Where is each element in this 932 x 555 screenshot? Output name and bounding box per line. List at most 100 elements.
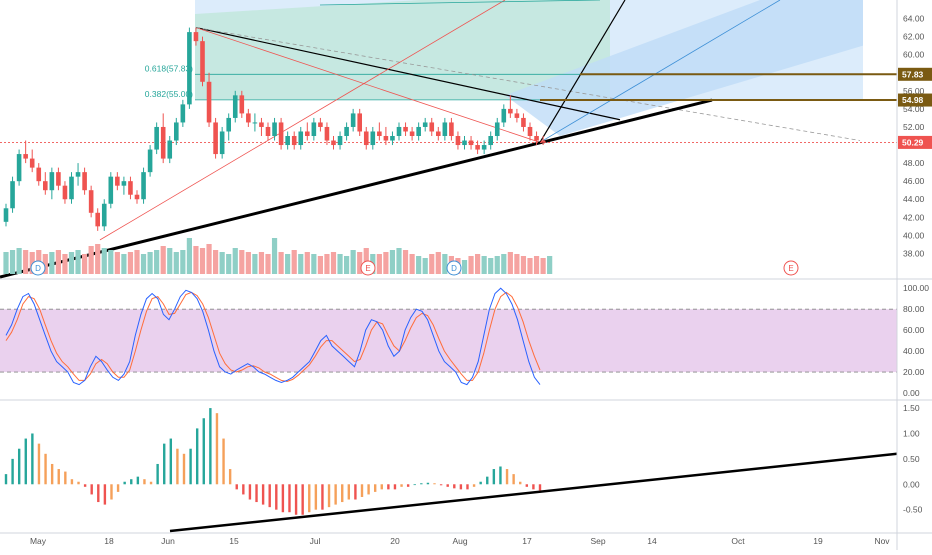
- macd-bar: [426, 482, 430, 485]
- candle-body: [396, 126, 402, 136]
- volume-bar: [206, 244, 212, 274]
- macd-bar: [354, 484, 357, 500]
- event-marker-label: D: [451, 264, 457, 273]
- macd-bar: [492, 469, 496, 485]
- macd-bar: [70, 479, 74, 485]
- volume-bar: [239, 250, 245, 274]
- candle-body: [416, 126, 421, 136]
- macd-bar: [532, 484, 535, 490]
- macd-bar: [525, 484, 529, 487]
- volume-bar: [507, 252, 513, 274]
- event-marker-label: E: [365, 264, 370, 273]
- macd-bar: [103, 484, 107, 505]
- macd-bar: [479, 481, 482, 485]
- event-marker-label: E: [788, 264, 793, 273]
- macd-bar: [413, 484, 416, 486]
- macd-bar: [143, 479, 146, 485]
- candle-body: [174, 122, 179, 141]
- macd-bar: [189, 448, 192, 485]
- candle-body: [29, 158, 35, 168]
- macd-trendline: [169, 452, 898, 533]
- price-label-box: [898, 67, 932, 81]
- candle-body: [278, 122, 284, 146]
- macd-bar: [228, 469, 232, 485]
- candle-body: [331, 140, 336, 146]
- volume-bar: [29, 252, 35, 274]
- volume-bar: [481, 256, 487, 274]
- candle-body: [383, 136, 389, 141]
- macd-bar: [400, 484, 403, 487]
- candle-body: [95, 212, 100, 227]
- support-trendline: [0, 98, 713, 279]
- macd-bar: [195, 428, 199, 485]
- candle-body: [403, 126, 408, 132]
- volume-bar: [540, 258, 546, 274]
- macd-tick-label: 0.50: [903, 454, 920, 464]
- macd-bar: [347, 484, 351, 500]
- volume-bar: [501, 254, 507, 274]
- macd-bar: [110, 484, 113, 500]
- stoch-tick-label: 20.00: [903, 367, 925, 377]
- volume-bar: [101, 248, 107, 274]
- candle-body: [357, 113, 362, 132]
- candle-body: [115, 176, 120, 186]
- macd-bar: [57, 469, 60, 485]
- price-tick-label: 42.00: [903, 212, 925, 222]
- volume-bar: [442, 254, 448, 274]
- macd-bar: [321, 484, 324, 510]
- macd-bar: [406, 484, 410, 487]
- stoch-tick-label: 60.00: [903, 325, 925, 335]
- macd-bar: [209, 408, 212, 485]
- volume-bar: [330, 252, 337, 274]
- volume-bar: [160, 246, 166, 274]
- price-tick-label: 40.00: [903, 230, 925, 240]
- macd-bar: [17, 448, 21, 485]
- macd-bar: [261, 484, 265, 505]
- x-tick-label: Sep: [590, 536, 605, 546]
- macd-bar: [37, 443, 41, 485]
- candle-body: [56, 172, 61, 186]
- volume-bar: [180, 250, 186, 274]
- price-tick-label: 56.00: [903, 86, 925, 96]
- x-tick-label: Oct: [731, 536, 745, 546]
- candle-body: [154, 126, 159, 150]
- candle-body: [436, 131, 441, 136]
- candle-body: [272, 122, 277, 136]
- candle-body: [141, 172, 146, 200]
- volume-bar: [317, 256, 323, 274]
- volume-bar: [435, 252, 441, 274]
- macd-bar: [301, 484, 304, 515]
- macd-bar: [182, 453, 186, 485]
- candle-body: [363, 131, 369, 146]
- stoch-band: [0, 309, 897, 373]
- candle-body: [521, 117, 526, 127]
- volume-bar: [42, 254, 48, 274]
- volume-bar: [226, 254, 232, 274]
- x-tick-label: Jul: [310, 536, 321, 546]
- macd-bar: [472, 484, 476, 487]
- event-marker-label: D: [35, 264, 41, 273]
- volume-bar: [9, 250, 16, 274]
- macd-bar: [44, 453, 47, 485]
- macd-bar: [439, 484, 443, 486]
- candle-body: [311, 122, 317, 136]
- volume-bar: [167, 248, 173, 274]
- macd-bar: [505, 469, 509, 485]
- price-label-box: [898, 93, 932, 107]
- macd-bar: [459, 484, 463, 490]
- macd-bar: [156, 463, 159, 485]
- volume-bar: [389, 250, 396, 274]
- pitchfork-zone-blue: [505, 0, 863, 136]
- volume-bar: [396, 248, 402, 274]
- candle-body: [298, 131, 304, 146]
- volume-bar: [429, 254, 435, 274]
- candle-body: [219, 131, 225, 155]
- volume-bar: [409, 254, 415, 274]
- candle-body: [246, 113, 251, 123]
- candle-body: [527, 126, 533, 136]
- volume-bar: [475, 254, 481, 274]
- volume-bar: [134, 250, 140, 274]
